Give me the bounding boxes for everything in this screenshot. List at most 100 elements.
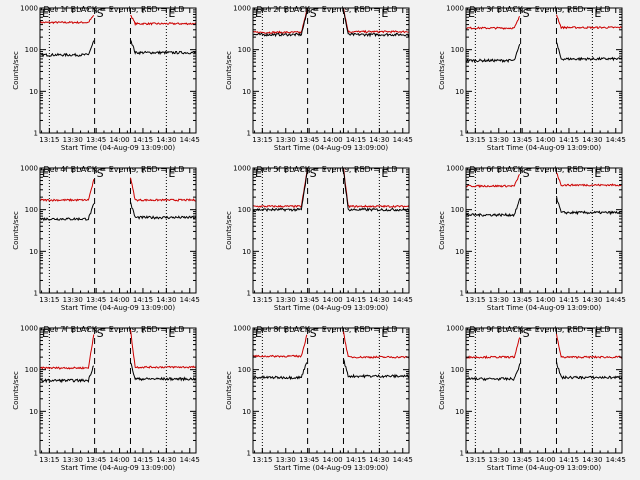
x-axis-label: Start Time (04-Aug-09 13:09:00) (274, 464, 388, 472)
x-tick-label: 14:00 (322, 136, 342, 144)
chart-title: Det 9f BLACK = Events, RED = LLD (469, 325, 610, 334)
x-tick-label: 13:15 (465, 136, 485, 144)
x-tick-label: 13:45 (86, 456, 106, 464)
x-tick-label: 13:15 (252, 296, 272, 304)
x-tick-label: 14:15 (346, 136, 366, 144)
marker-center: S (310, 327, 317, 340)
chart-panel-8: Det 8f BLACK = Events, RED = LLD 1 10 100 10… (225, 325, 413, 473)
x-tick-label: 14:45 (393, 296, 413, 304)
y-tick-label: 100 (238, 206, 251, 214)
y-tick-label: 100 (451, 366, 464, 374)
y-tick-label: 1 (34, 450, 38, 458)
y-tick-label: 1000 (233, 165, 251, 173)
x-tick-label: 14:45 (180, 136, 200, 144)
x-tick-label: 14:30 (582, 456, 602, 464)
y-tick-label: 100 (451, 206, 464, 214)
y-axis-label: Counts/sec (225, 51, 233, 90)
x-tick-label: 14:30 (156, 456, 176, 464)
x-tick-label: 14:45 (606, 296, 626, 304)
y-tick-label: 10 (242, 88, 251, 96)
lld-series-line (130, 329, 196, 369)
events-series-line (556, 42, 622, 62)
y-tick-label: 100 (25, 206, 38, 214)
x-tick-label: 14:15 (559, 296, 579, 304)
lld-series-line (130, 14, 196, 27)
x-axis-label: Start Time (04-Aug-09 13:09:00) (274, 304, 388, 312)
marker-left: E (255, 167, 262, 180)
marker-right: E (594, 167, 601, 180)
lld-series-line (556, 333, 622, 359)
x-tick-label: 13:30 (276, 136, 296, 144)
marker-right: E (594, 7, 601, 20)
marker-left: E (468, 7, 475, 20)
chart-title: Det 4f BLACK = Events, RED = LLD (43, 165, 184, 174)
y-axis-label: Counts/sec (438, 371, 446, 410)
y-tick-label: 1000 (233, 5, 251, 13)
marker-center: S (97, 327, 104, 340)
x-tick-label: 13:30 (63, 296, 83, 304)
x-axis-label: Start Time (04-Aug-09 13:09:00) (274, 144, 388, 152)
y-axis-label: Counts/sec (225, 371, 233, 410)
lld-series-line (466, 174, 521, 189)
x-tick-label: 14:15 (133, 296, 153, 304)
x-tick-label: 13:15 (39, 136, 59, 144)
x-tick-label: 13:15 (465, 296, 485, 304)
y-axis-label: Counts/sec (438, 211, 446, 250)
lld-series-line (343, 331, 409, 359)
plot-frame (465, 167, 623, 294)
x-tick-label: 14:30 (156, 296, 176, 304)
x-tick-label: 14:00 (535, 136, 555, 144)
y-tick-label: 1 (34, 130, 38, 138)
x-tick-label: 14:30 (369, 456, 389, 464)
y-tick-label: 10 (455, 248, 464, 256)
marker-center: S (97, 167, 104, 180)
marker-left: E (42, 327, 49, 340)
events-series-line (253, 168, 409, 213)
y-tick-label: 100 (25, 46, 38, 54)
x-tick-label: 14:00 (322, 456, 342, 464)
lld-series-line (40, 179, 95, 202)
chart-panel-2: Det 2f BLACK = Events, RED = LLD 1 10 100 10… (225, 5, 413, 153)
y-tick-label: 10 (242, 408, 251, 416)
chart-title: Det 1f BLACK = Events, RED = LLD (43, 5, 184, 14)
y-axis-label: Counts/sec (12, 51, 20, 90)
x-axis-label: Start Time (04-Aug-09 13:09:00) (61, 144, 175, 152)
lld-series-line (40, 15, 95, 25)
chart-panel-9: Det 9f BLACK = Events, RED = LLD 1 10 100 10… (438, 325, 626, 473)
y-tick-label: 100 (238, 46, 251, 54)
marker-right: E (381, 327, 388, 340)
chart-title: Det 6f BLACK = Events, RED = LLD (469, 165, 610, 174)
events-series-line (40, 365, 95, 384)
marker-center: S (310, 167, 317, 180)
lld-series-line (253, 334, 308, 358)
chart-title: Det 3f BLACK = Events, RED = LLD (469, 5, 610, 14)
x-tick-label: 13:45 (512, 456, 532, 464)
x-tick-label: 14:00 (322, 296, 342, 304)
chart-panel-5: Det 5f BLACK = Events, RED = LLD 1 10 100 10… (225, 165, 413, 313)
x-tick-label: 14:45 (393, 136, 413, 144)
x-tick-label: 14:00 (535, 296, 555, 304)
x-axis-label: Start Time (04-Aug-09 13:09:00) (487, 144, 601, 152)
plot-frame (465, 327, 623, 454)
y-tick-label: 1000 (20, 5, 38, 13)
y-tick-label: 1 (247, 130, 251, 138)
plot-area (40, 328, 196, 453)
x-tick-label: 14:30 (582, 136, 602, 144)
marker-left: E (468, 327, 475, 340)
y-tick-label: 100 (25, 366, 38, 374)
y-axis-label: Counts/sec (225, 211, 233, 250)
plot-frame (465, 7, 623, 134)
y-tick-label: 100 (238, 366, 251, 374)
marker-center: S (97, 7, 104, 20)
chart-title: Det 5f BLACK = Events, RED = LLD (256, 165, 397, 174)
x-tick-label: 14:30 (156, 136, 176, 144)
events-series-line (130, 362, 196, 382)
marker-right: E (381, 167, 388, 180)
plot-area (40, 168, 196, 293)
chart-title: Det 2f BLACK = Events, RED = LLD (256, 5, 397, 14)
x-tick-label: 13:30 (489, 136, 509, 144)
lld-series-line (253, 8, 409, 35)
events-series-line (466, 363, 521, 382)
x-axis-label: Start Time (04-Aug-09 13:09:00) (487, 304, 601, 312)
